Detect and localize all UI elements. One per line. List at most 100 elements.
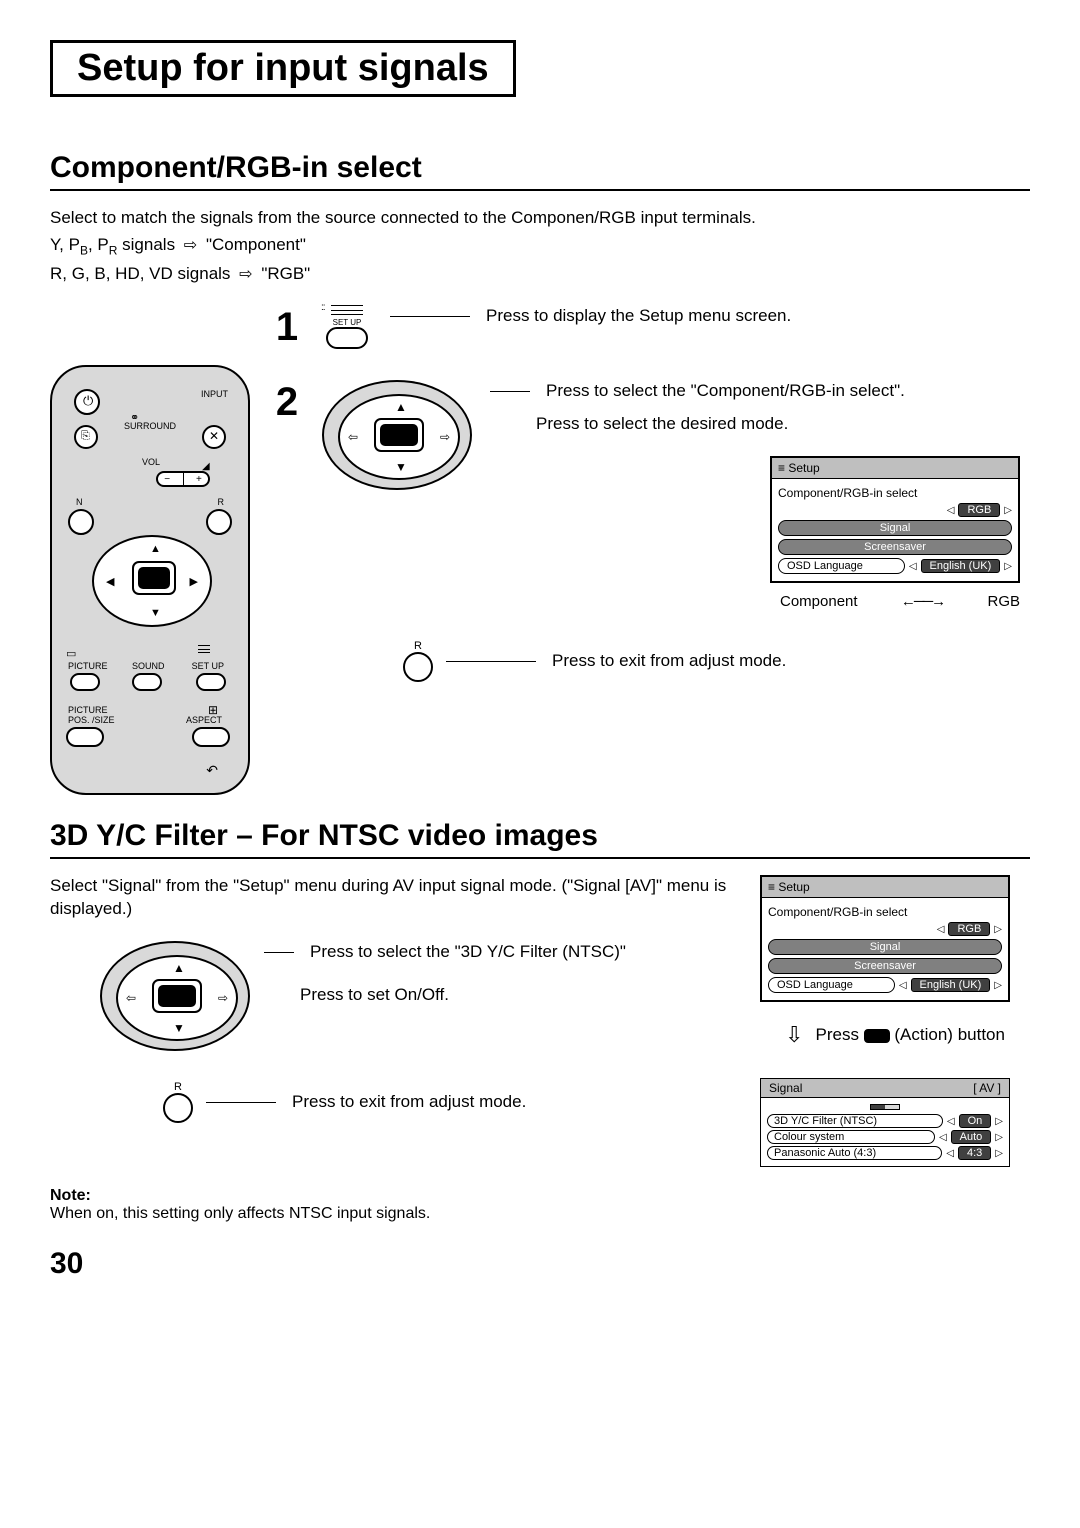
osd-row: ◁RGB▷: [778, 503, 1012, 517]
signal-line-2: R, G, B, HD, VD signals ⇨ "RGB": [50, 263, 1030, 286]
signal-row: Panasonic Auto (4:3) ◁4:3▷: [767, 1146, 1003, 1160]
signal-title: Signal: [769, 1081, 802, 1095]
connector-line: [206, 1102, 276, 1103]
r-button: [206, 509, 232, 535]
note-label: Note:: [50, 1187, 1030, 1205]
vol-bar: −+: [156, 471, 210, 487]
signal-menu-header: Signal [ AV ]: [760, 1078, 1010, 1098]
osd-block: ≡ Setup Component/RGB-in select ◁RGB▷ Si…: [770, 456, 1030, 610]
signal-mode: [ AV ]: [973, 1081, 1001, 1095]
txt: , P: [88, 235, 109, 254]
txt: R, G, B, HD, VD signals: [50, 264, 230, 283]
osd-row: Component/RGB-in select: [768, 905, 1002, 919]
signal-row: 3D Y/C Filter (NTSC) ◁On▷: [767, 1114, 1003, 1128]
btn: ✕: [202, 425, 226, 449]
osd-pill: Screensaver: [768, 958, 1002, 974]
input-label: INPUT: [201, 389, 228, 399]
signal-value: 4:3: [958, 1146, 991, 1160]
note-text: When on, this setting only affects NTSC …: [50, 1205, 1030, 1223]
osd-value: English (UK): [911, 978, 991, 992]
intro-text-1: Select to match the signals from the sou…: [50, 207, 1030, 230]
connector-line: [446, 661, 536, 662]
txt: Y, P: [50, 235, 80, 254]
setup-button: [196, 673, 226, 691]
step1-text-row: Press to display the Setup menu screen.: [390, 305, 791, 328]
rect-icon: ▭: [66, 647, 76, 660]
power-button: ⏻: [74, 389, 100, 415]
menu-lines-icon: [198, 645, 210, 653]
s2-step-row: ▲ ▼ ⇦ ⇨ Press to select the "3D Y/C Filt…: [100, 941, 740, 1051]
sound-button: [132, 673, 162, 691]
txt: Setup: [788, 461, 819, 475]
step2-text2: Press to select the desired mode.: [536, 413, 1030, 436]
return-icon: ↶: [206, 762, 218, 779]
osd-row: OSD Language ◁English (UK)▷: [768, 977, 1002, 993]
aspect-icon: ⊞: [208, 703, 218, 717]
signal-label: 3D Y/C Filter (NTSC): [767, 1114, 943, 1128]
step2-text-col: Press to select the "Component/RGB-in se…: [490, 380, 1030, 610]
txt: signals: [117, 235, 175, 254]
n-button: [68, 509, 94, 535]
down-arrow-icon: ⇩: [785, 1022, 803, 1048]
intro-text-2: Select "Signal" from the "Setup" menu du…: [50, 875, 740, 921]
connector-line: [390, 316, 470, 317]
note-block: Note: When on, this setting only affects…: [50, 1187, 1030, 1223]
remote-illustration: ⏻ INPUT ⎘ SURROUND ⚭ ✕ VOL ◢ −+ N R ▲ ▼ …: [50, 365, 250, 795]
signal-label: Panasonic Auto (4:3): [767, 1146, 942, 1160]
osd-value: RGB: [958, 503, 1000, 517]
dpad-icon: ▲ ▼ ⇦ ⇨: [322, 380, 472, 490]
signal-value: On: [959, 1114, 992, 1128]
pos-size-button: [66, 727, 104, 747]
action-button-icon: [864, 1029, 890, 1043]
s2-exit-text: Press to exit from adjust mode.: [292, 1091, 526, 1114]
txt: B: [80, 243, 88, 257]
r-label: R: [218, 497, 225, 507]
osd-menu: ≡ Setup Component/RGB-in select ◁RGB▷ Si…: [770, 456, 1020, 583]
osd-pill: Screensaver: [778, 539, 1012, 555]
txt: (Action) button: [890, 1025, 1005, 1044]
steps-column: 1 SET UP Press to display the Setup menu…: [270, 305, 1030, 795]
txt: "Component": [206, 235, 306, 254]
osd-row: Component/RGB-in select: [778, 486, 1012, 500]
arrow-icon: ⇨: [239, 264, 252, 286]
content-row: ⏻ INPUT ⎘ SURROUND ⚭ ✕ VOL ◢ −+ N R ▲ ▼ …: [50, 305, 1030, 795]
toggle-right: RGB: [987, 593, 1020, 610]
action-text: Press (Action) button: [815, 1024, 1004, 1047]
r-button-icon: R: [400, 640, 436, 682]
connector-line: [490, 391, 530, 392]
vol-label: VOL: [142, 457, 160, 467]
step-1: 1 SET UP Press to display the Setup menu…: [270, 305, 1030, 350]
osd-row: Screensaver: [778, 539, 1012, 555]
chain-icon: ⚭: [130, 411, 139, 424]
double-arrow-icon: ←──→: [901, 593, 944, 610]
title-box: Setup for input signals: [50, 40, 516, 97]
osd-pill: OSD Language: [768, 977, 895, 993]
step-num: 2: [270, 380, 304, 425]
osd-value: English (UK): [921, 559, 1001, 573]
setup-tiny-label: SET UP: [322, 318, 372, 327]
sound-label: SOUND: [132, 661, 165, 671]
toggle-left: Component: [780, 593, 858, 610]
n-label: N: [76, 497, 83, 507]
page-title: Setup for input signals: [77, 47, 489, 90]
osd-pill: OSD Language: [778, 558, 905, 574]
s2-inst1: Press to select the "3D Y/C Filter (NTSC…: [310, 941, 626, 964]
osd-pill: Signal: [778, 520, 1012, 536]
osd-menu-2: ≡ Setup Component/RGB-in select ◁RGB▷ Si…: [760, 875, 1010, 1002]
s2-exit-row: R Press to exit from adjust mode.: [160, 1081, 740, 1123]
txt: "RGB": [261, 264, 310, 283]
step2-text1: Press to select the "Component/RGB-in se…: [546, 380, 905, 403]
section2-left: Select "Signal" from the "Setup" menu du…: [50, 875, 740, 1123]
osd-pill: Signal: [768, 939, 1002, 955]
picture-pos-label: PICTURE: [68, 705, 108, 715]
step-num: 1: [270, 305, 304, 350]
exit-row-1: R Press to exit from adjust mode.: [400, 640, 1030, 682]
connector-line: [264, 952, 294, 953]
setup-label: SET UP: [192, 661, 224, 671]
osd-row: Screensaver: [768, 958, 1002, 974]
signal-label: Colour system: [767, 1130, 935, 1144]
osd-row: Signal: [778, 520, 1012, 536]
osd-title: ≡ Setup: [772, 458, 1018, 479]
osd-row: OSD Language ◁English (UK)▷: [778, 558, 1012, 574]
r-label: R: [160, 1081, 196, 1093]
